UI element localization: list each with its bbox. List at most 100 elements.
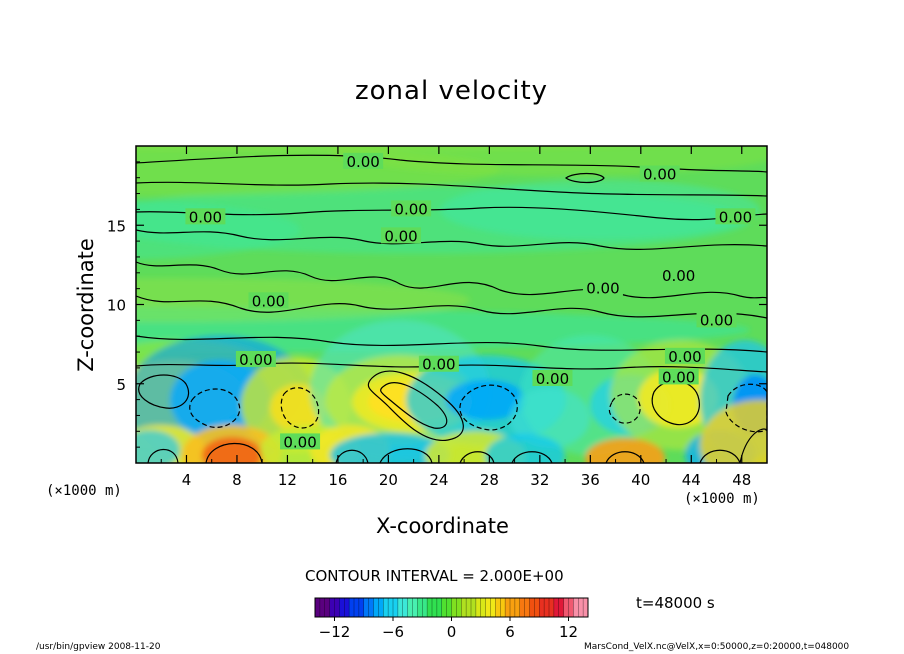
field-blob-7 xyxy=(136,200,300,260)
colorbar-swatch-21 xyxy=(412,598,418,617)
colorbar-swatch-34 xyxy=(475,598,482,617)
x-axis-unit: (×1000 m) xyxy=(684,491,760,507)
colorbar-swatch-3 xyxy=(324,598,331,617)
contour-label-1: 0.00 xyxy=(346,153,379,171)
x-tick-label-32: 32 xyxy=(530,471,549,489)
contour-label-bg-16 xyxy=(280,433,321,450)
contour-line-22 xyxy=(459,451,495,463)
x-tick-label-40: 40 xyxy=(631,471,650,489)
x-tick-label-4: 4 xyxy=(182,471,192,489)
contour-line-3 xyxy=(136,206,767,221)
field-blob-10 xyxy=(330,146,767,176)
field-blob-1 xyxy=(0,0,800,60)
colorbar-swatch-6 xyxy=(339,598,345,617)
colorbar-swatch-8 xyxy=(349,598,355,617)
colorbar-swatch-36 xyxy=(485,598,491,617)
x-tick-label-16: 16 xyxy=(328,471,347,489)
contour-line-7 xyxy=(136,335,767,353)
colorbar-swatch-26 xyxy=(436,598,443,617)
contour-line-24 xyxy=(605,451,645,463)
contour-line-21 xyxy=(379,448,433,463)
colorbar-tick-label-3: 6 xyxy=(505,623,515,641)
contour-line-27 xyxy=(564,172,605,184)
contour-label-bg-15 xyxy=(658,368,699,385)
colorbar-swatch-16 xyxy=(388,598,394,617)
colorbar-swatch-44 xyxy=(524,598,530,617)
colorbar-swatch-28 xyxy=(446,598,452,617)
field-blob-37 xyxy=(330,433,450,463)
contour-label-bg-2 xyxy=(639,165,680,182)
colorbar-swatch-12 xyxy=(368,598,374,617)
contour-label-13: 0.00 xyxy=(536,370,569,388)
colorbar-swatch-22 xyxy=(417,598,423,617)
colorbar-swatch-32 xyxy=(466,598,472,617)
y-axis-label: Z-coordinate xyxy=(74,238,98,372)
colorbar-swatch-50 xyxy=(553,598,560,617)
field-blob-43 xyxy=(136,430,180,463)
colorbar-swatch-15 xyxy=(383,598,389,617)
colorbar-swatch-40 xyxy=(505,598,511,617)
contour-label-bg-3 xyxy=(185,208,226,225)
colorbar-swatch-14 xyxy=(378,598,384,617)
contour-line-17 xyxy=(725,383,767,433)
colorbar-swatch-35 xyxy=(480,598,487,617)
footer-right: MarsCond_VelX.nc@VelX,x=0:50000,z=0:2000… xyxy=(584,642,850,652)
contour-label-15: 0.00 xyxy=(662,368,695,386)
colorbar-swatch-17 xyxy=(393,598,399,617)
colorbar-swatch-48 xyxy=(544,598,550,617)
contour-line-5 xyxy=(136,261,767,299)
colorbar-tick-label-2: 0 xyxy=(447,623,457,641)
contour-label-bg-5 xyxy=(381,227,422,244)
x-tick-label-28: 28 xyxy=(480,471,499,489)
x-axis-title: X-coordinate xyxy=(376,514,509,538)
contour-label-bg-4 xyxy=(391,200,432,217)
contour-line-18 xyxy=(147,448,179,463)
contour-line-9 xyxy=(138,374,190,409)
colorbar-swatch-33 xyxy=(471,598,477,617)
y-axis-title: Z-coordinate xyxy=(74,238,98,372)
colorbar-swatch-20 xyxy=(407,598,413,617)
colorbar-swatch-13 xyxy=(373,598,379,617)
x-tick-label-24: 24 xyxy=(429,471,448,489)
contour-label-bg-8 xyxy=(582,279,623,296)
colorbar-swatch-2 xyxy=(319,598,326,617)
contour-label-12: 0.00 xyxy=(422,356,455,374)
colorbar-swatch-56 xyxy=(583,598,589,617)
contour-label-11: 0.00 xyxy=(239,351,272,369)
contour-line-6 xyxy=(136,295,767,319)
y-tick-label-5: 5 xyxy=(116,376,126,394)
x-tick-label-20: 20 xyxy=(379,471,398,489)
y-tick-label-15: 15 xyxy=(107,217,126,235)
colorbar-swatch-1 xyxy=(315,598,321,617)
contour-lines xyxy=(136,154,767,463)
colorbar-swatch-47 xyxy=(539,598,545,617)
contour-label-3: 0.00 xyxy=(189,208,222,226)
chart-title: zonal velocity xyxy=(355,76,549,106)
colorbar-swatch-55 xyxy=(578,598,584,617)
colorbar-swatch-38 xyxy=(495,598,501,617)
x-tick-label-36: 36 xyxy=(581,471,600,489)
contour-line-2 xyxy=(136,181,767,197)
colorbar-swatch-54 xyxy=(573,598,579,617)
contour-line-19 xyxy=(205,442,263,463)
colorbar-swatch-27 xyxy=(441,598,448,617)
contour-line-1 xyxy=(136,154,767,173)
field-blob-34 xyxy=(202,437,262,463)
contour-line-4 xyxy=(136,229,767,250)
colorbar-tick-label-1: −6 xyxy=(382,623,404,641)
field-blob-24 xyxy=(446,380,526,420)
contour-label-bg-13 xyxy=(532,369,573,386)
contour-label-bg-9 xyxy=(658,266,699,283)
contour-line-14 xyxy=(459,384,518,431)
contour-label-4: 0.00 xyxy=(394,200,427,218)
contour-label-2: 0.00 xyxy=(643,166,676,184)
contour-label-bg-1 xyxy=(343,152,384,169)
contour-line-12 xyxy=(367,370,464,441)
colorbar-swatch-52 xyxy=(563,598,569,617)
field-blob-12 xyxy=(136,278,470,322)
footer-left: /usr/bin/gpview 2008-11-20 xyxy=(36,642,161,652)
contour-label-9: 0.00 xyxy=(662,267,695,285)
colorbar-swatch-7 xyxy=(344,598,350,617)
colorbar-swatch-31 xyxy=(461,598,467,617)
